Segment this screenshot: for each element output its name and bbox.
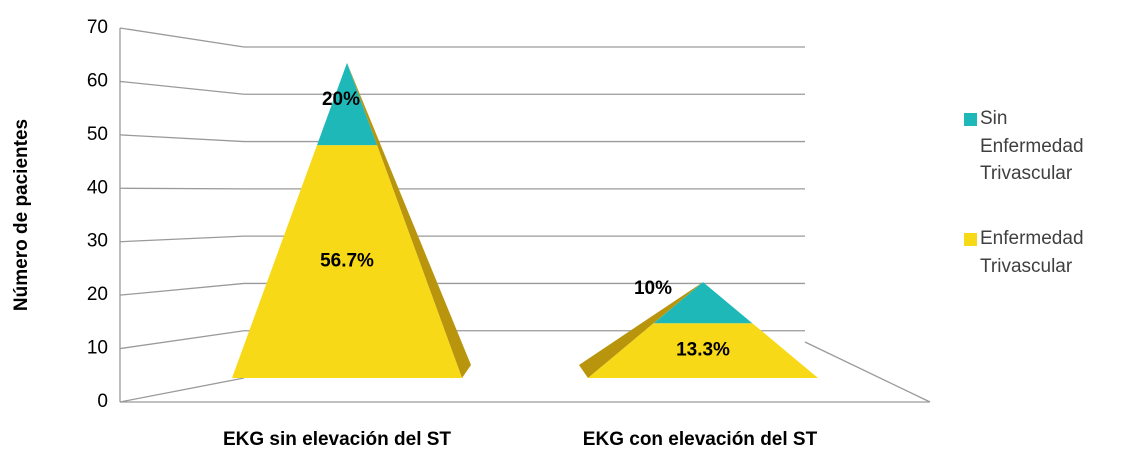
data-label: 20% — [322, 89, 360, 110]
pyramid-segment — [317, 62, 377, 146]
legend-label: Enfermedad Trivascular — [980, 228, 1084, 277]
pyramid-segment — [588, 323, 818, 378]
grid-line-side — [119, 187, 245, 190]
grid-line-side — [119, 80, 245, 95]
y-tick-label: 50 — [87, 124, 108, 145]
grid-line-side — [119, 235, 245, 243]
y-axis-label: Número de pacientes — [11, 119, 32, 311]
grid-line-side — [119, 27, 245, 48]
grid-line-side — [119, 377, 245, 403]
x-tick-label: EKG con elevación del ST — [583, 429, 818, 450]
grid-line-side — [119, 330, 245, 350]
floor-right — [804, 341, 931, 403]
pyramid-segment — [232, 145, 462, 378]
legend-item: Enfermedad Trivascular — [964, 225, 1130, 280]
pyramid-segment — [653, 282, 753, 324]
grid-line-side — [119, 282, 245, 296]
legend-label: Sin Enfermedad Trivascular — [980, 108, 1084, 185]
grid — [119, 27, 931, 403]
x-tick-label: EKG sin elevación del ST — [223, 429, 451, 450]
legend-item: Sin Enfermedad Trivascular — [964, 105, 1090, 188]
y-tick-label: 40 — [87, 177, 108, 198]
y-tick-label: 20 — [87, 284, 108, 305]
y-tick-label: 70 — [87, 17, 108, 38]
data-label: 13.3% — [676, 340, 730, 361]
pyramid-side — [347, 62, 471, 379]
data-label: 56.7% — [320, 251, 374, 272]
y-tick-label: 10 — [87, 338, 108, 359]
data-label: 10% — [634, 278, 672, 299]
legend-swatch — [964, 113, 977, 126]
pyramid-side — [579, 282, 703, 378]
y-tick-label: 0 — [97, 391, 108, 412]
y-tick-label: 30 — [87, 231, 108, 252]
grid-line-side — [119, 134, 245, 143]
y-tick-label: 60 — [87, 70, 108, 91]
legend-swatch — [964, 233, 977, 246]
